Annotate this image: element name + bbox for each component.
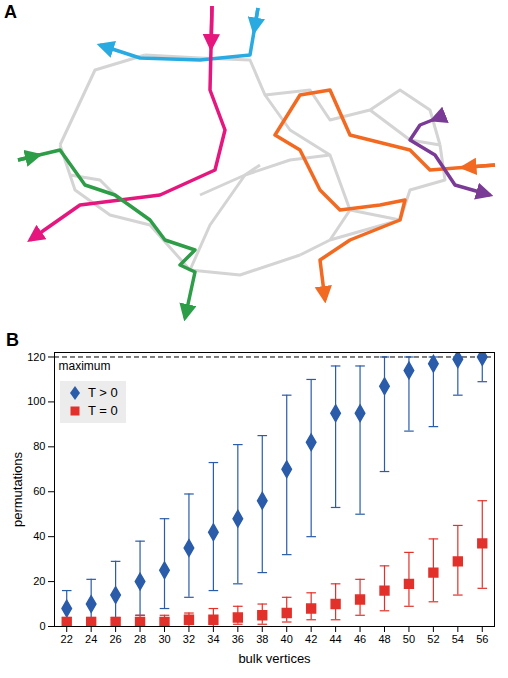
svg-text:52: 52 bbox=[427, 633, 439, 645]
svg-text:50: 50 bbox=[403, 633, 415, 645]
svg-text:40: 40 bbox=[33, 530, 45, 542]
html-text:B: B bbox=[6, 330, 19, 350]
svg-text:44: 44 bbox=[329, 633, 341, 645]
svg-text:30: 30 bbox=[158, 633, 170, 645]
svg-text:40: 40 bbox=[281, 633, 293, 645]
svg-text:34: 34 bbox=[207, 633, 219, 645]
svg-text:26: 26 bbox=[109, 633, 121, 645]
svg-text:permutations: permutations bbox=[10, 451, 25, 527]
html-text:T = 0: T = 0 bbox=[88, 403, 118, 419]
svg-text:80: 80 bbox=[33, 440, 45, 452]
svg-text:56: 56 bbox=[476, 633, 488, 645]
svg-text:42: 42 bbox=[305, 633, 317, 645]
svg-text:54: 54 bbox=[452, 633, 464, 645]
svg-text:28: 28 bbox=[134, 633, 146, 645]
svg-text:38: 38 bbox=[256, 633, 268, 645]
svg-text:24: 24 bbox=[85, 633, 97, 645]
svg-text:A: A bbox=[4, 2, 17, 22]
svg-text:22: 22 bbox=[61, 633, 73, 645]
svg-text:maximum: maximum bbox=[59, 359, 111, 373]
svg-text:32: 32 bbox=[183, 633, 195, 645]
svg-text:20: 20 bbox=[33, 575, 45, 587]
svg-text:0: 0 bbox=[39, 620, 45, 632]
svg-text:60: 60 bbox=[33, 485, 45, 497]
svg-text:46: 46 bbox=[354, 633, 366, 645]
svg-text:100: 100 bbox=[27, 395, 45, 407]
svg-text:120: 120 bbox=[27, 351, 45, 363]
svg-text:bulk vertices: bulk vertices bbox=[238, 651, 311, 666]
svg-text:36: 36 bbox=[232, 633, 244, 645]
html-text:T > 0: T > 0 bbox=[88, 385, 118, 401]
svg-text:48: 48 bbox=[378, 633, 390, 645]
